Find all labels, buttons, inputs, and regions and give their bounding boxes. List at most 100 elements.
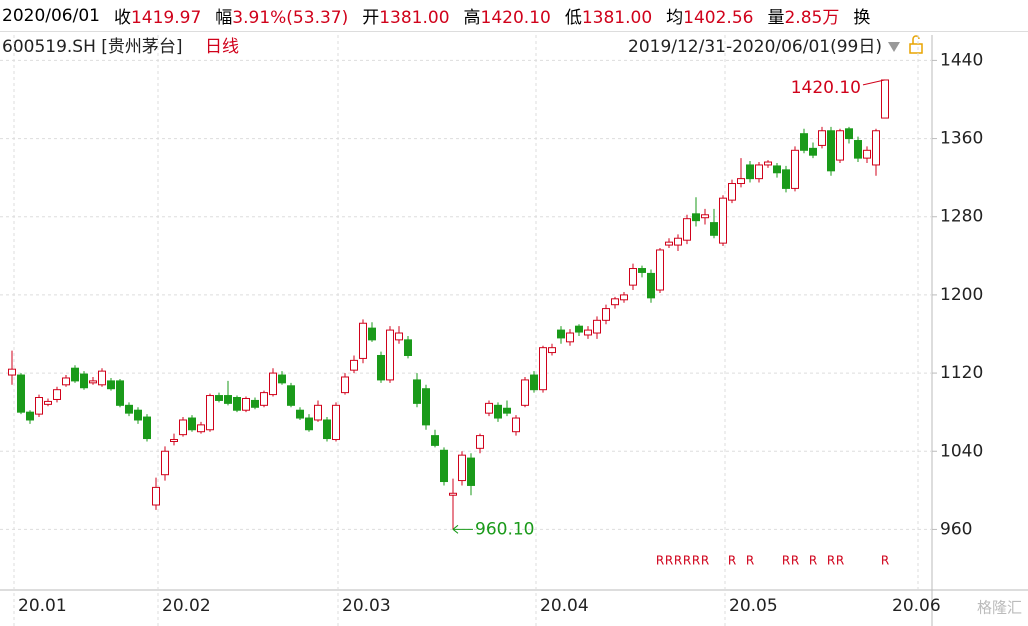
candle-body (233, 397, 241, 411)
x-tick-label: 20.03 (342, 596, 391, 616)
candle-body (755, 164, 763, 180)
quote-item: 量2.85万 (767, 3, 839, 28)
quote-value: 1381.00 (581, 8, 653, 28)
candle-body (602, 308, 610, 321)
candle-body (44, 400, 52, 405)
max-label: 1420.10 (791, 78, 861, 98)
quote-item: 换 (853, 3, 870, 28)
candle-body (503, 407, 511, 414)
right-marker: R (746, 554, 754, 568)
quote-item: 高1420.10 (464, 3, 551, 28)
right-marker: R (791, 554, 799, 568)
candle-body (242, 397, 250, 411)
candle-body (701, 214, 709, 219)
y-tick-label: 1360 (940, 129, 983, 149)
quote-label: 均 (666, 8, 684, 28)
candle-body (710, 222, 718, 236)
chart-subtitle: 日线 (205, 37, 239, 57)
candle-body (251, 399, 259, 408)
y-tick-label: 1120 (940, 363, 983, 383)
right-marker: R (836, 554, 844, 568)
candle-body (782, 169, 790, 189)
candle-body (314, 404, 322, 421)
candle-body (665, 241, 673, 246)
candle-body (188, 417, 196, 431)
candle-body (62, 377, 70, 386)
candle-body (854, 140, 862, 159)
candle-body (359, 322, 367, 359)
y-tick-label: 1200 (940, 285, 983, 305)
quote-label: 开 (362, 8, 380, 28)
right-marker: R (728, 554, 736, 568)
candle-body (179, 419, 187, 436)
x-tick-label: 20.06 (892, 596, 941, 616)
candle-body (728, 183, 736, 201)
candle-body (638, 268, 646, 273)
candle-body (134, 409, 142, 421)
candle-body (170, 439, 178, 442)
candle-body (566, 332, 574, 343)
quote-value: 2.85万 (784, 8, 840, 28)
candle-body (215, 395, 223, 401)
candle-body (431, 435, 439, 446)
candle-body (512, 417, 520, 433)
candle-body (773, 165, 781, 174)
candle-body (737, 178, 745, 185)
candle-body (80, 373, 88, 389)
candle-body (809, 147, 817, 156)
candle-body (413, 379, 421, 404)
candle-body (674, 237, 682, 246)
right-marker: R (827, 554, 835, 568)
candle-body (422, 388, 430, 426)
candle-body (152, 486, 160, 506)
candle-body (863, 149, 871, 159)
quote-label: 幅 (215, 8, 233, 28)
candle-body (116, 380, 124, 406)
candle-body (530, 374, 538, 391)
candle-body (791, 149, 799, 189)
y-tick-label: 1440 (940, 50, 983, 70)
candle-body (620, 294, 628, 301)
candle-body (53, 389, 61, 400)
candle-body (206, 395, 214, 431)
candle-body (764, 161, 772, 166)
min-pointer (452, 524, 473, 534)
right-marker: R (683, 554, 691, 568)
quote-item: 2020/06/01 (2, 6, 100, 26)
quote-value: 1381.00 (379, 8, 450, 28)
quote-value: 1420.10 (480, 8, 551, 28)
candle-body (323, 419, 331, 440)
candle-body (296, 409, 304, 419)
candle-body (881, 79, 889, 119)
candle-body (449, 492, 457, 496)
candle-body (800, 133, 808, 151)
candle-body (872, 130, 880, 166)
candle-body (278, 374, 286, 384)
quote-item: 幅3.91%(53.37) (215, 3, 348, 28)
max-pointer (862, 79, 886, 86)
candle-body (611, 298, 619, 306)
candle-body (548, 347, 556, 354)
candle-body (98, 370, 106, 386)
candle-body (458, 454, 466, 482)
candle-body (386, 329, 394, 381)
candle-body (476, 435, 484, 449)
lock-icon (909, 43, 923, 54)
candle-body (404, 339, 412, 356)
candle-body (341, 376, 349, 394)
candle-body (161, 450, 169, 476)
quote-item: 均1402.56 (666, 3, 753, 28)
candle-body (593, 319, 601, 334)
candle-body (395, 332, 403, 341)
quote-item: 开1381.00 (362, 3, 449, 28)
candle-body (746, 164, 754, 180)
min-label: 960.10 (475, 519, 534, 539)
quote-label: 量 (767, 8, 785, 28)
candle-body (836, 130, 844, 161)
candle-body (107, 380, 115, 390)
y-tick-label: 960 (940, 519, 972, 539)
quote-value: 1402.56 (683, 8, 754, 28)
candle-body (143, 416, 151, 440)
chart-title: 600519.SH [贵州茅台] (2, 37, 183, 57)
quote-value: 1419.97 (130, 8, 202, 28)
